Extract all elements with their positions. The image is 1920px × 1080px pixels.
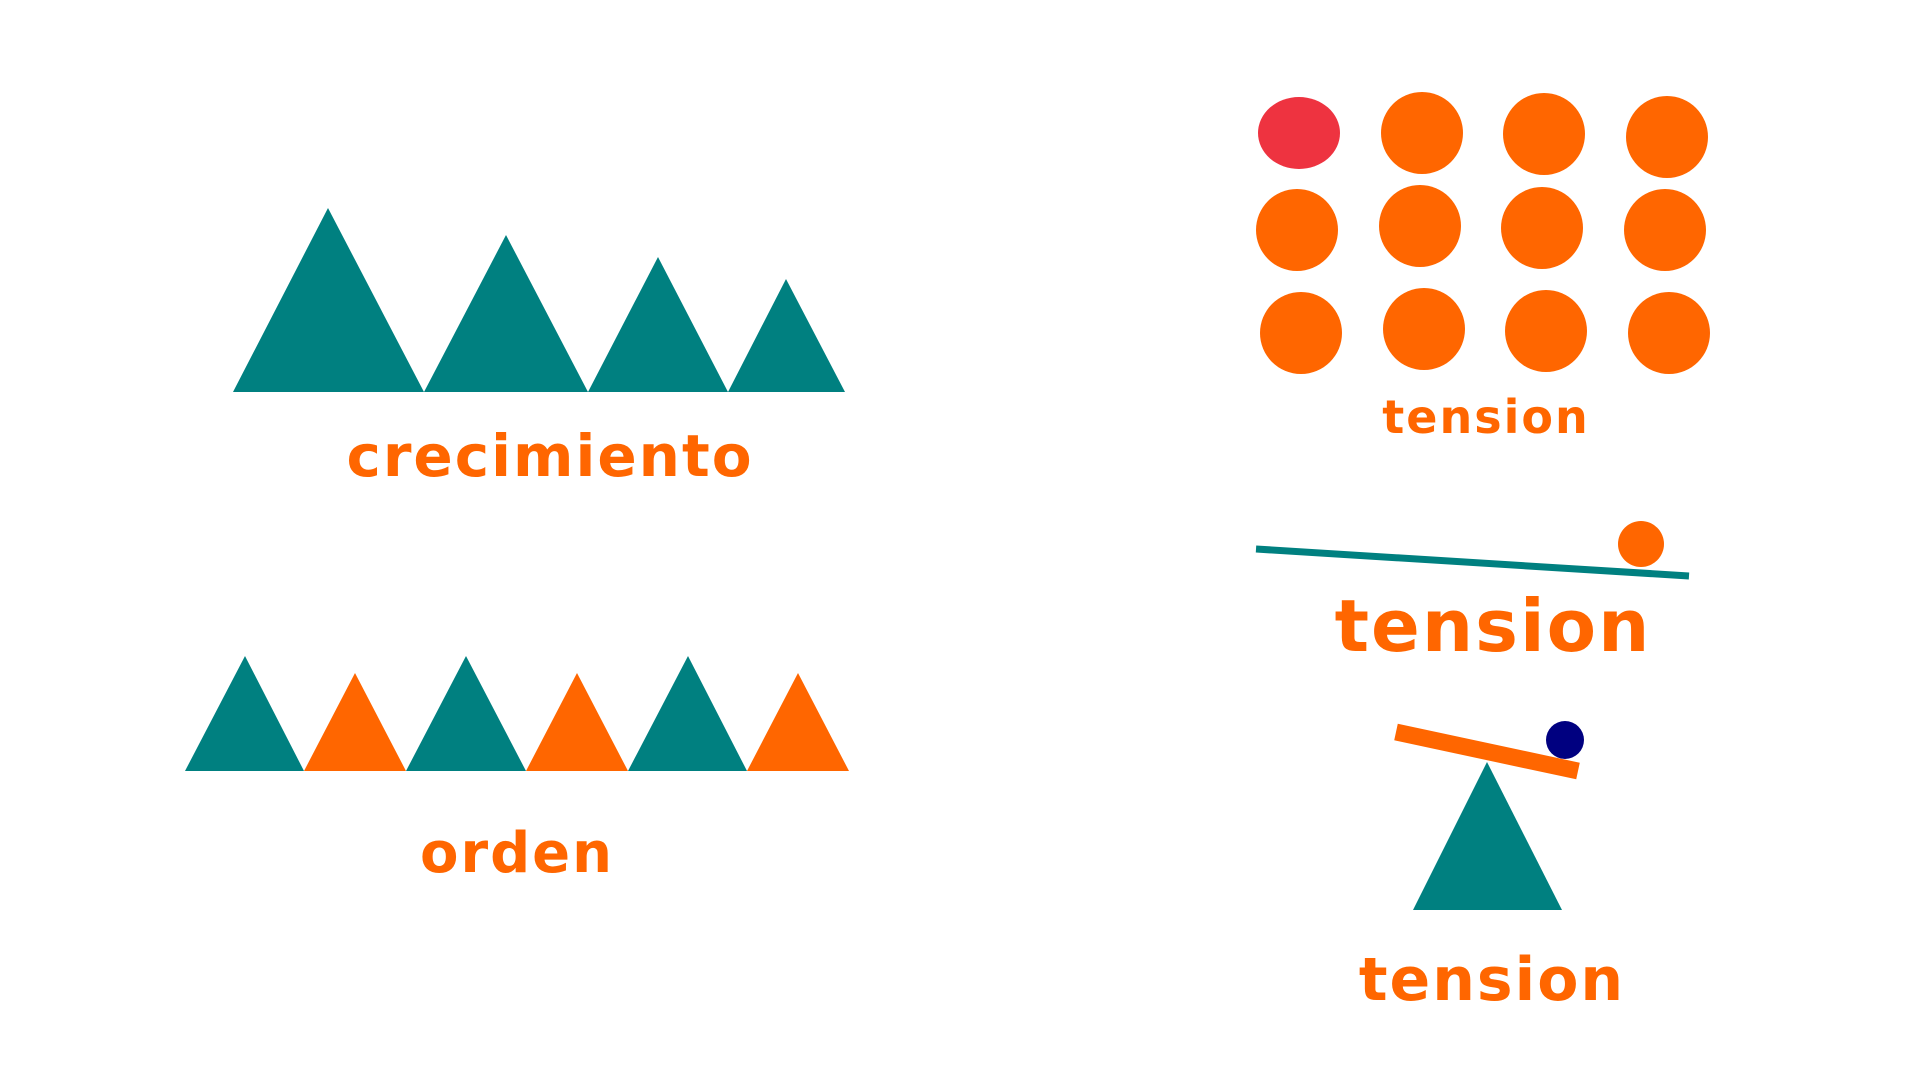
grid-dot [1505,290,1587,372]
tilted-line [1255,545,1690,580]
order-triangle-6 [747,673,849,771]
grid-dot [1383,288,1465,370]
seesaw-ball [1546,721,1584,759]
grid-dot [1501,187,1583,269]
growth-label: crecimiento [346,422,753,490]
order-triangle-4 [526,673,628,771]
grid-dot [1624,189,1706,271]
grid-dot [1628,292,1710,374]
tilted-line-label: tension [1335,584,1652,668]
seesaw-plank [1394,723,1580,780]
odd-dot [1258,97,1340,169]
growth-triangle-4 [728,279,845,392]
grid-dot [1503,93,1585,175]
grid-dot [1381,92,1463,174]
fulcrum-triangle [1413,762,1562,910]
grid-dot [1626,96,1708,178]
growth-triangle-1 [233,208,424,392]
seesaw-panel: tension [1359,721,1625,1015]
dot-grid-panel: tension [1256,92,1710,444]
order-triangle-1 [185,656,304,771]
grid-dot [1256,189,1338,271]
order-triangle-3 [406,656,526,771]
growth-triangle-3 [588,257,728,392]
dot-grid-label: tension [1382,390,1589,444]
grid-dot [1260,292,1342,374]
order-triangle-5 [628,656,747,771]
grid-dot [1379,185,1461,267]
order-panel: orden [185,656,849,886]
seesaw-label: tension [1359,945,1625,1015]
tilted-line-panel: tension [1255,521,1690,668]
growth-triangle-2 [424,235,588,392]
rolling-ball [1618,521,1664,567]
order-label: orden [420,821,614,886]
order-triangle-2 [304,673,406,771]
growth-panel: crecimiento [233,208,845,490]
